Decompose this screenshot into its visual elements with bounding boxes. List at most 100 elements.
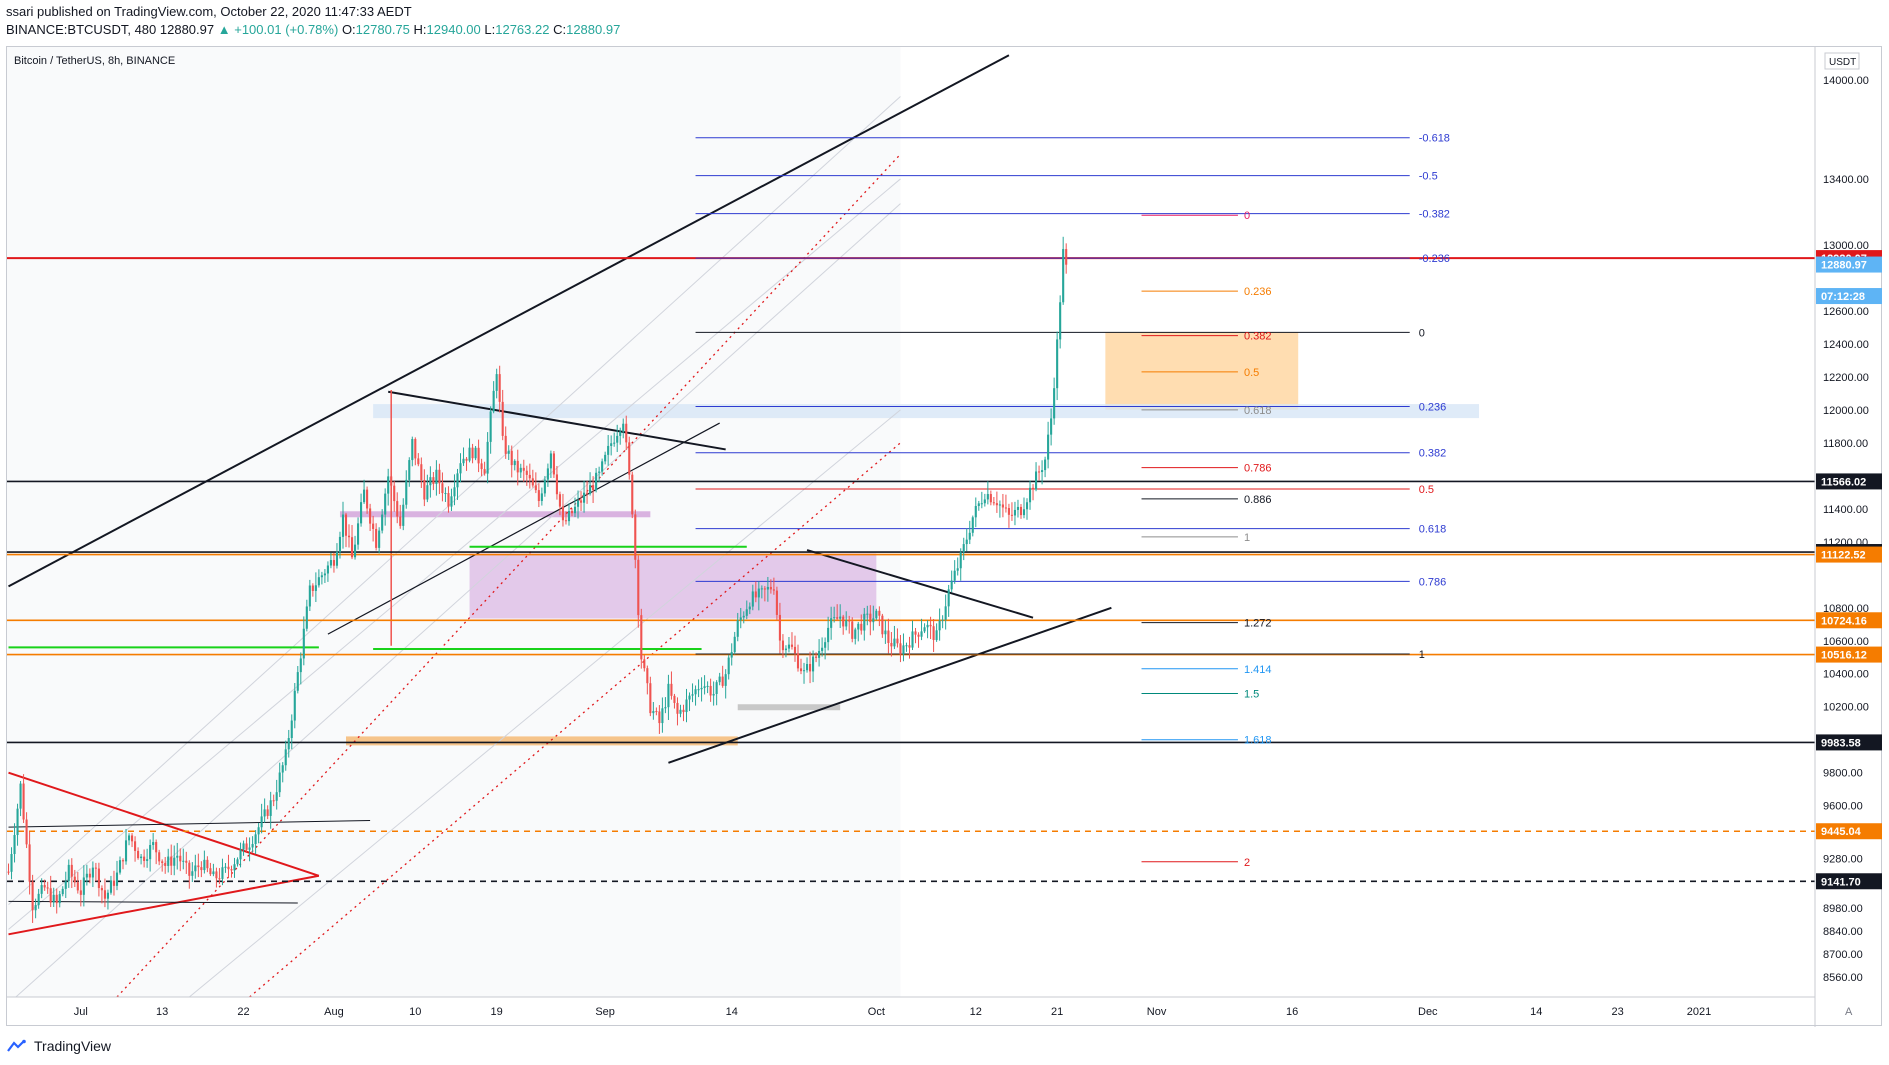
candle-body [381,514,384,531]
candle-body [1059,302,1062,340]
candle-body [372,523,375,529]
candle-body [245,843,248,850]
chart-frame[interactable]: -0.618 -0.5 -0.382 -0.236 0 0.236 0.382 0.5 0.61… [6,46,1883,1027]
candle-body [438,469,441,484]
candle-body [1065,249,1068,265]
candle-body [10,854,13,872]
footer: TradingView [6,1038,111,1054]
candle-body [522,467,525,471]
candle-body [103,890,106,899]
level-price-tag: 11122.52 [1821,550,1866,562]
candle-body [607,445,610,455]
candle-body [827,627,830,643]
candle-body [296,672,299,691]
candle-body [661,708,664,724]
candle-body [932,626,935,641]
plot-area: -0.618 -0.5 -0.382 -0.236 0 0.236 0.382 0.5 0.61… [7,47,1815,997]
price-axis-label: 12200.00 [1823,372,1869,384]
candle-body [802,670,806,672]
candle-body [830,618,833,628]
candle-body [604,454,607,462]
candle-body [432,477,435,484]
candle-body [796,653,800,669]
candle-body [134,841,137,851]
candle-body [1062,249,1065,303]
fib-level-label: 0.618 [1419,524,1447,536]
time-axis-label: 22 [237,1006,249,1018]
candle-body [1019,506,1023,516]
candle-body [347,535,351,538]
candle-body [703,686,706,688]
candle-body [540,493,543,502]
candle-body [320,575,323,578]
candle-body [1022,509,1026,516]
candle-body [221,867,224,879]
candle-body [733,636,736,653]
candle-body [260,816,263,828]
pink-bar [339,511,651,518]
candle-body [182,860,185,862]
candle-body [637,559,640,616]
fib-ext-label: 0.382 [1244,331,1272,343]
candle-body [658,711,661,724]
candle-body [694,689,697,695]
candle-body [679,709,682,714]
candle-body [67,864,70,882]
candle-body [839,616,842,619]
last-price-tag: 12880.97 [1821,260,1867,272]
candle-body [1028,487,1032,503]
last-price-tag: 07:12:28 [1821,291,1865,303]
candle-body [537,490,540,502]
candle-body [1034,471,1038,490]
candle-body [411,439,414,461]
candle-body [471,447,474,459]
candle-body [685,699,688,713]
candle-body [218,878,221,880]
candle-body [130,835,134,842]
candle-body [655,711,658,713]
candle-body [275,792,278,801]
candle-body [191,871,194,876]
candle-body [739,617,742,621]
candle-body [854,629,857,639]
candle-body [224,866,227,868]
price-axis-label: 9280.00 [1823,853,1863,865]
candle-body [106,892,110,899]
candle-body [824,642,827,648]
fib-level-label: -0.5 [1419,171,1438,183]
candle-body [248,847,251,850]
candle-body [465,458,468,461]
candle-body [884,630,887,635]
candle-body [923,627,926,632]
candle-body [447,493,450,507]
candle-body [706,685,709,687]
candle-body [709,685,712,696]
price-axis-label: 8700.00 [1823,949,1863,961]
last-price: 12880.97 [159,22,215,37]
candle-body [456,473,459,488]
fib-ext-label: 1.5 [1244,689,1259,701]
candle-body [622,423,625,432]
candle-body [869,613,872,623]
fib-ext-label: 1.272 [1244,618,1272,630]
candle-body [441,483,444,494]
candle-body [893,638,896,647]
candle-body [483,469,486,474]
candle-body [724,674,727,686]
candle-body [453,487,456,497]
candle-body [34,905,37,911]
candle-body [872,618,875,623]
chart-svg[interactable]: -0.618 -0.5 -0.382 -0.236 0 0.236 0.382 0.5 0.61… [7,47,1883,1027]
orange-zone [1105,332,1299,410]
axis-auto-label: A [1845,1006,1853,1018]
candle-body [94,867,97,869]
candle-body [878,610,881,616]
candle-body [968,532,971,540]
candle-body [335,551,339,566]
candle-body [356,523,360,545]
candle-body [79,890,82,895]
candle-body [808,663,812,672]
candle-body [977,503,980,506]
candle-body [905,645,908,647]
candle-body [91,867,94,878]
